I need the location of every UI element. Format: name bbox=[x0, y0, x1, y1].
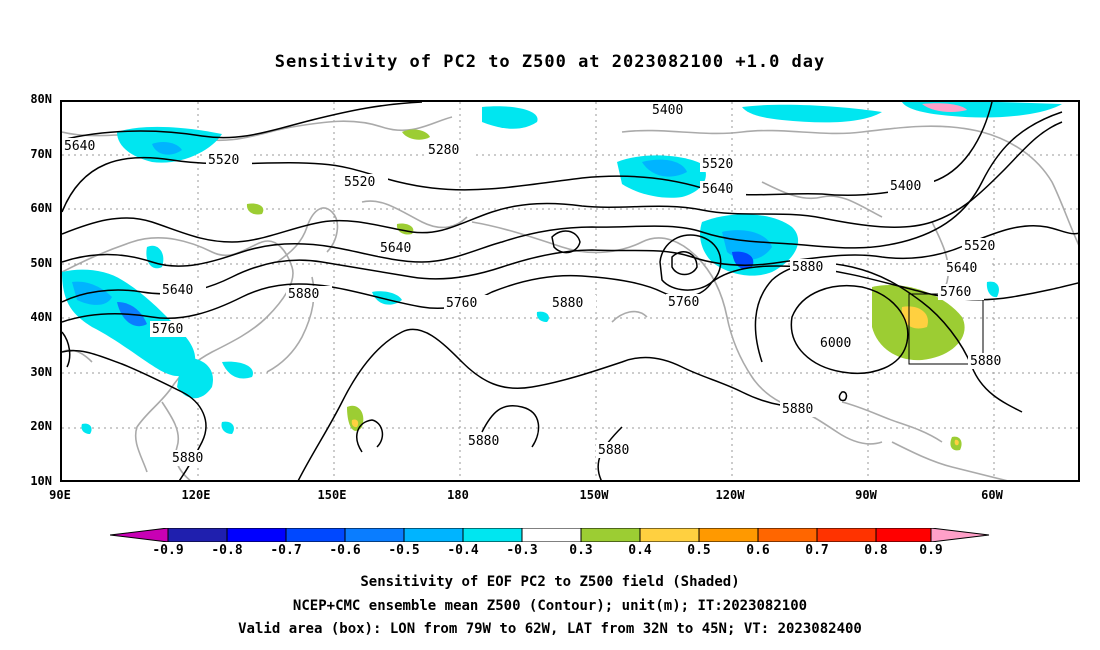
contour-label: 5640 bbox=[380, 241, 411, 256]
contour-label: 5880 bbox=[970, 354, 1001, 369]
contour-label: 5400 bbox=[890, 179, 921, 194]
map-title: Sensitivity of PC2 to Z500 at 2023082100… bbox=[274, 52, 826, 72]
colorbar bbox=[110, 528, 990, 542]
colorbar-label: -0.7 bbox=[270, 543, 302, 558]
lat-lon-grid bbox=[62, 102, 1078, 480]
colorbar-label: -0.3 bbox=[506, 543, 538, 558]
lon-label-120w: 120W bbox=[715, 488, 745, 502]
colorbar-cell bbox=[580, 528, 641, 542]
lon-label-60w: 60W bbox=[981, 488, 1003, 502]
colorbar-label: -0.9 bbox=[152, 543, 184, 558]
map-panel: 5640 5520 5520 5280 5400 5520 5640 5400 … bbox=[60, 100, 1080, 482]
colorbar-label: 0.8 bbox=[864, 543, 888, 558]
colorbar-cell bbox=[344, 528, 405, 542]
contour-label: 5640 bbox=[162, 283, 193, 298]
contour-label: 5520 bbox=[964, 239, 995, 254]
lon-label-90w: 90W bbox=[855, 488, 877, 502]
map-canvas: 5640 5520 5520 5280 5400 5520 5640 5400 … bbox=[62, 102, 1078, 480]
colorbar-label: -0.8 bbox=[211, 543, 243, 558]
contour-label: 5760 bbox=[446, 296, 477, 311]
colorbar-cell bbox=[403, 528, 464, 542]
contour-label: 5640 bbox=[946, 261, 977, 276]
contour-label: 5640 bbox=[64, 139, 95, 154]
caption-line-3: Valid area (box): LON from 79W to 62W, L… bbox=[238, 621, 862, 637]
colorbar-label: -0.5 bbox=[388, 543, 420, 558]
z500-contours bbox=[62, 102, 1078, 480]
lon-label-90e: 90E bbox=[49, 488, 71, 502]
contour-label: 5520 bbox=[208, 153, 239, 168]
colorbar-cell bbox=[226, 528, 287, 542]
contour-label: 5880 bbox=[288, 287, 319, 302]
contour-label: 5520 bbox=[344, 175, 375, 190]
lat-label-10n: 10N bbox=[30, 474, 52, 488]
colorbar-label: 0.3 bbox=[569, 543, 593, 558]
colorbar-label: -0.6 bbox=[329, 543, 361, 558]
lon-label-150w: 150W bbox=[579, 488, 609, 502]
caption-line-1: Sensitivity of EOF PC2 to Z500 field (Sh… bbox=[360, 574, 740, 590]
contour-label: 5280 bbox=[428, 143, 459, 158]
lat-label-40n: 40N bbox=[30, 310, 52, 324]
colorbar-cell bbox=[875, 528, 932, 542]
contour-label: 5760 bbox=[152, 322, 183, 337]
colorbar-cell bbox=[285, 528, 346, 542]
contour-labels: 5640 5520 5520 5280 5400 5520 5640 5400 … bbox=[62, 102, 1014, 466]
contour-label: 5520 bbox=[702, 157, 733, 172]
colorbar-cell bbox=[639, 528, 700, 542]
colorbar-label: -0.4 bbox=[447, 543, 479, 558]
colorbar-left-end bbox=[110, 528, 169, 542]
caption-line-2: NCEP+CMC ensemble mean Z500 (Contour); u… bbox=[292, 598, 808, 614]
contour-label: 5880 bbox=[598, 443, 629, 458]
lon-label-180: 180 bbox=[447, 488, 469, 502]
contour-label: 5760 bbox=[668, 295, 699, 310]
lat-label-50n: 50N bbox=[30, 256, 52, 270]
lat-label-20n: 20N bbox=[30, 419, 52, 433]
colorbar-cell bbox=[167, 528, 228, 542]
colorbar-label: 0.4 bbox=[628, 543, 652, 558]
contour-label: 5880 bbox=[172, 451, 203, 466]
contour-label: 5880 bbox=[782, 402, 813, 417]
lon-label-150e: 150E bbox=[317, 488, 347, 502]
lat-label-60n: 60N bbox=[30, 201, 52, 215]
colorbar-label: 0.9 bbox=[919, 543, 943, 558]
contour-label: 6000 bbox=[820, 336, 851, 351]
colorbar-cell bbox=[757, 528, 818, 542]
contour-label: 5880 bbox=[552, 296, 583, 311]
colorbar-label: 0.7 bbox=[805, 543, 829, 558]
contour-label: 5880 bbox=[792, 260, 823, 275]
lat-label-30n: 30N bbox=[30, 365, 52, 379]
lon-label-120e: 120E bbox=[181, 488, 211, 502]
contour-label: 5760 bbox=[940, 285, 971, 300]
lat-label-80n: 80N bbox=[30, 92, 52, 106]
colorbar-cell bbox=[816, 528, 877, 542]
lat-label-70n: 70N bbox=[30, 147, 52, 161]
colorbar-cell bbox=[698, 528, 759, 542]
sensitivity-shading bbox=[62, 102, 1062, 451]
colorbar-cell bbox=[521, 528, 582, 542]
colorbar-cell bbox=[462, 528, 523, 542]
colorbar-label: 0.5 bbox=[687, 543, 711, 558]
contour-label: 5880 bbox=[468, 434, 499, 449]
colorbar-label: 0.6 bbox=[746, 543, 770, 558]
contour-label: 5640 bbox=[702, 182, 733, 197]
colorbar-right-end bbox=[930, 528, 990, 542]
contour-label: 5400 bbox=[652, 103, 683, 118]
